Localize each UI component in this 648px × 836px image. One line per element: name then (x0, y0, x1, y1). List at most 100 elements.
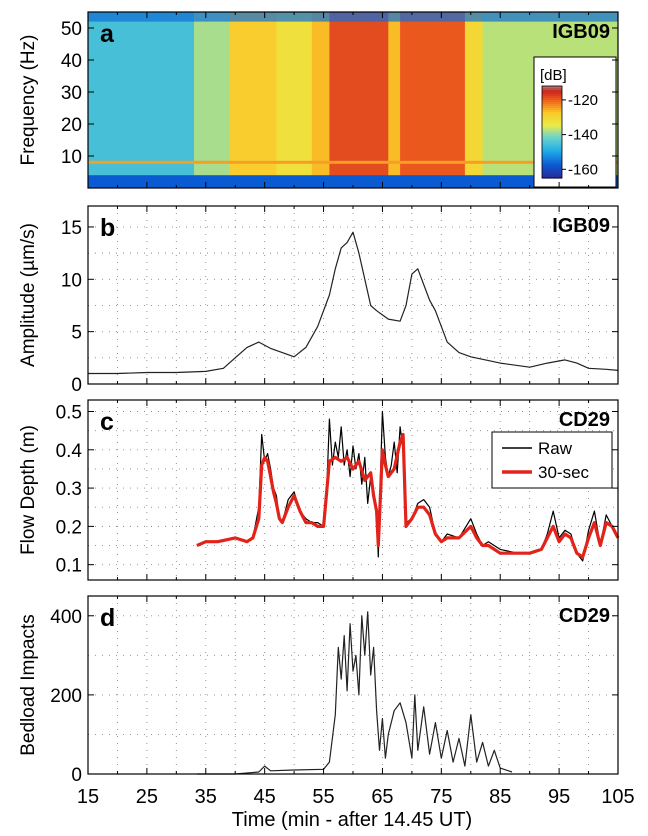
station-label: CD29 (559, 409, 610, 431)
colorbar-swatch (542, 152, 562, 155)
y-tick-label: 50 (61, 19, 82, 40)
y-tick-label: 0.2 (56, 517, 82, 538)
colorbar-swatch (542, 90, 562, 93)
panel-d: 0 200 400 Bedload Impacts d CD29 (18, 595, 619, 786)
y-tick-label: 10 (61, 270, 82, 291)
station-label: IGB09 (552, 215, 610, 237)
x-tick-label: 15 (77, 786, 99, 808)
colorbar-swatch (542, 108, 562, 111)
colorbar-swatch (542, 88, 562, 91)
x-tick-label: 65 (371, 786, 393, 808)
colorbar-swatch (542, 142, 562, 145)
x-tick-label: 45 (254, 786, 276, 808)
spectrogram-band-7 (400, 12, 466, 188)
colorbar-tick-label: -140 (568, 127, 598, 144)
y-tick-label: 0.4 (56, 441, 83, 462)
panel-b: 0 5 10 15 Amplitude (µm/s) b IGB09 (18, 205, 619, 396)
colorbar-swatch (542, 136, 562, 139)
colorbar-swatch (542, 148, 562, 151)
colorbar-swatch (542, 124, 562, 127)
x-tick-label: 55 (312, 786, 334, 808)
colorbar-swatch (542, 172, 562, 175)
colorbar-swatch (542, 104, 562, 107)
panel-c: Raw 30-sec 0.1 0.2 0.3 0.4 0.5 Flow Depth (m) c C… (18, 399, 620, 581)
y-tick-label: 20 (61, 115, 82, 136)
colorbar-swatch (542, 170, 562, 173)
y-ticks-d: 0 200 400 (50, 607, 618, 786)
spectrogram-tone-line (88, 160, 618, 164)
colorbar-swatch (542, 158, 562, 161)
y-tick-label: 30 (61, 83, 82, 104)
colorbar-swatch (542, 176, 562, 179)
y-axis-label: Frequency (Hz) (18, 35, 39, 166)
colorbar-swatch (542, 138, 562, 141)
y-tick-label: 0 (71, 765, 82, 786)
colorbar-unit: [dB] (540, 67, 567, 84)
panel-frame-c (87, 399, 619, 581)
y-tick-label: 10 (61, 147, 82, 168)
series-line-c-1 (196, 432, 620, 559)
x-tick-label: 35 (195, 786, 217, 808)
y-tick-label: 0.5 (56, 402, 82, 423)
spectrogram-band-1 (194, 12, 230, 188)
legend-box (491, 431, 613, 489)
x-tick-label: 75 (430, 786, 452, 808)
y-ticks-b: 0 5 10 15 (61, 218, 618, 396)
spectrogram-band-3 (276, 12, 313, 188)
colorbar-swatch (542, 174, 562, 177)
colorbar-swatch (542, 120, 562, 123)
x-ticks-c (87, 400, 619, 580)
panel-letter: d (100, 604, 115, 632)
colorbar-swatch (542, 102, 562, 105)
colorbar-frame (541, 85, 563, 179)
colorbar-swatch (542, 128, 562, 131)
colorbar-swatch (542, 92, 562, 95)
spectrogram-band-4 (311, 12, 330, 188)
spectrogram-band-8 (464, 12, 484, 188)
spectrogram-band-6 (388, 12, 401, 188)
y-axis-label: Flow Depth (m) (18, 425, 39, 555)
panel-letter: c (100, 408, 114, 436)
y-tick-label: 200 (50, 686, 82, 707)
colorbar-swatch (542, 140, 562, 143)
x-ticks-d (87, 596, 619, 774)
colorbar-swatch (542, 162, 562, 165)
colorbar-swatch (542, 160, 562, 163)
colorbar-swatch (542, 94, 562, 97)
spectrogram-band-0 (88, 12, 195, 188)
colorbar-swatch (542, 116, 562, 119)
y-tick-label: 0 (71, 375, 82, 396)
legend-entry: 30-sec (538, 463, 590, 482)
x-ticks-a (87, 12, 619, 188)
colorbar-swatch (542, 168, 562, 171)
colorbar-swatch (542, 100, 562, 103)
y-tick-label: 15 (61, 218, 82, 239)
legend: Raw 30-sec (491, 431, 613, 489)
colorbar-swatch (542, 86, 562, 89)
spectrogram-band-5 (329, 12, 389, 188)
colorbar: [dB]-120 -140 -160 (533, 56, 617, 188)
legend-entry: Raw (538, 439, 573, 458)
colorbar-swatch (542, 118, 562, 121)
series-line-d-0 (196, 611, 513, 775)
y-tick-label: 5 (71, 323, 82, 344)
y-tick-label: 0.1 (56, 556, 82, 577)
x-tick-label: 85 (489, 786, 511, 808)
spectrogram-band-2 (229, 12, 277, 188)
colorbar-swatch (542, 96, 562, 99)
colorbar-swatch (542, 134, 562, 137)
y-ticks-a: 10 20 30 40 50 (61, 19, 618, 168)
x-axis-label: Time (min - after 14.45 UT) (232, 809, 472, 831)
colorbar-swatch (542, 106, 562, 109)
colorbar-swatch (542, 98, 562, 101)
colorbar-swatch (542, 144, 562, 147)
x-tick-label: 25 (136, 786, 158, 808)
panel-a: [dB]-120 -140 -160 10 20 30 40 50 Frequency (Hz)… (18, 11, 619, 189)
panel-frame-d (87, 595, 619, 775)
colorbar-swatch (542, 126, 562, 129)
station-label: CD29 (559, 605, 610, 627)
grid-d (87, 596, 619, 775)
colorbar-swatch (542, 166, 562, 169)
